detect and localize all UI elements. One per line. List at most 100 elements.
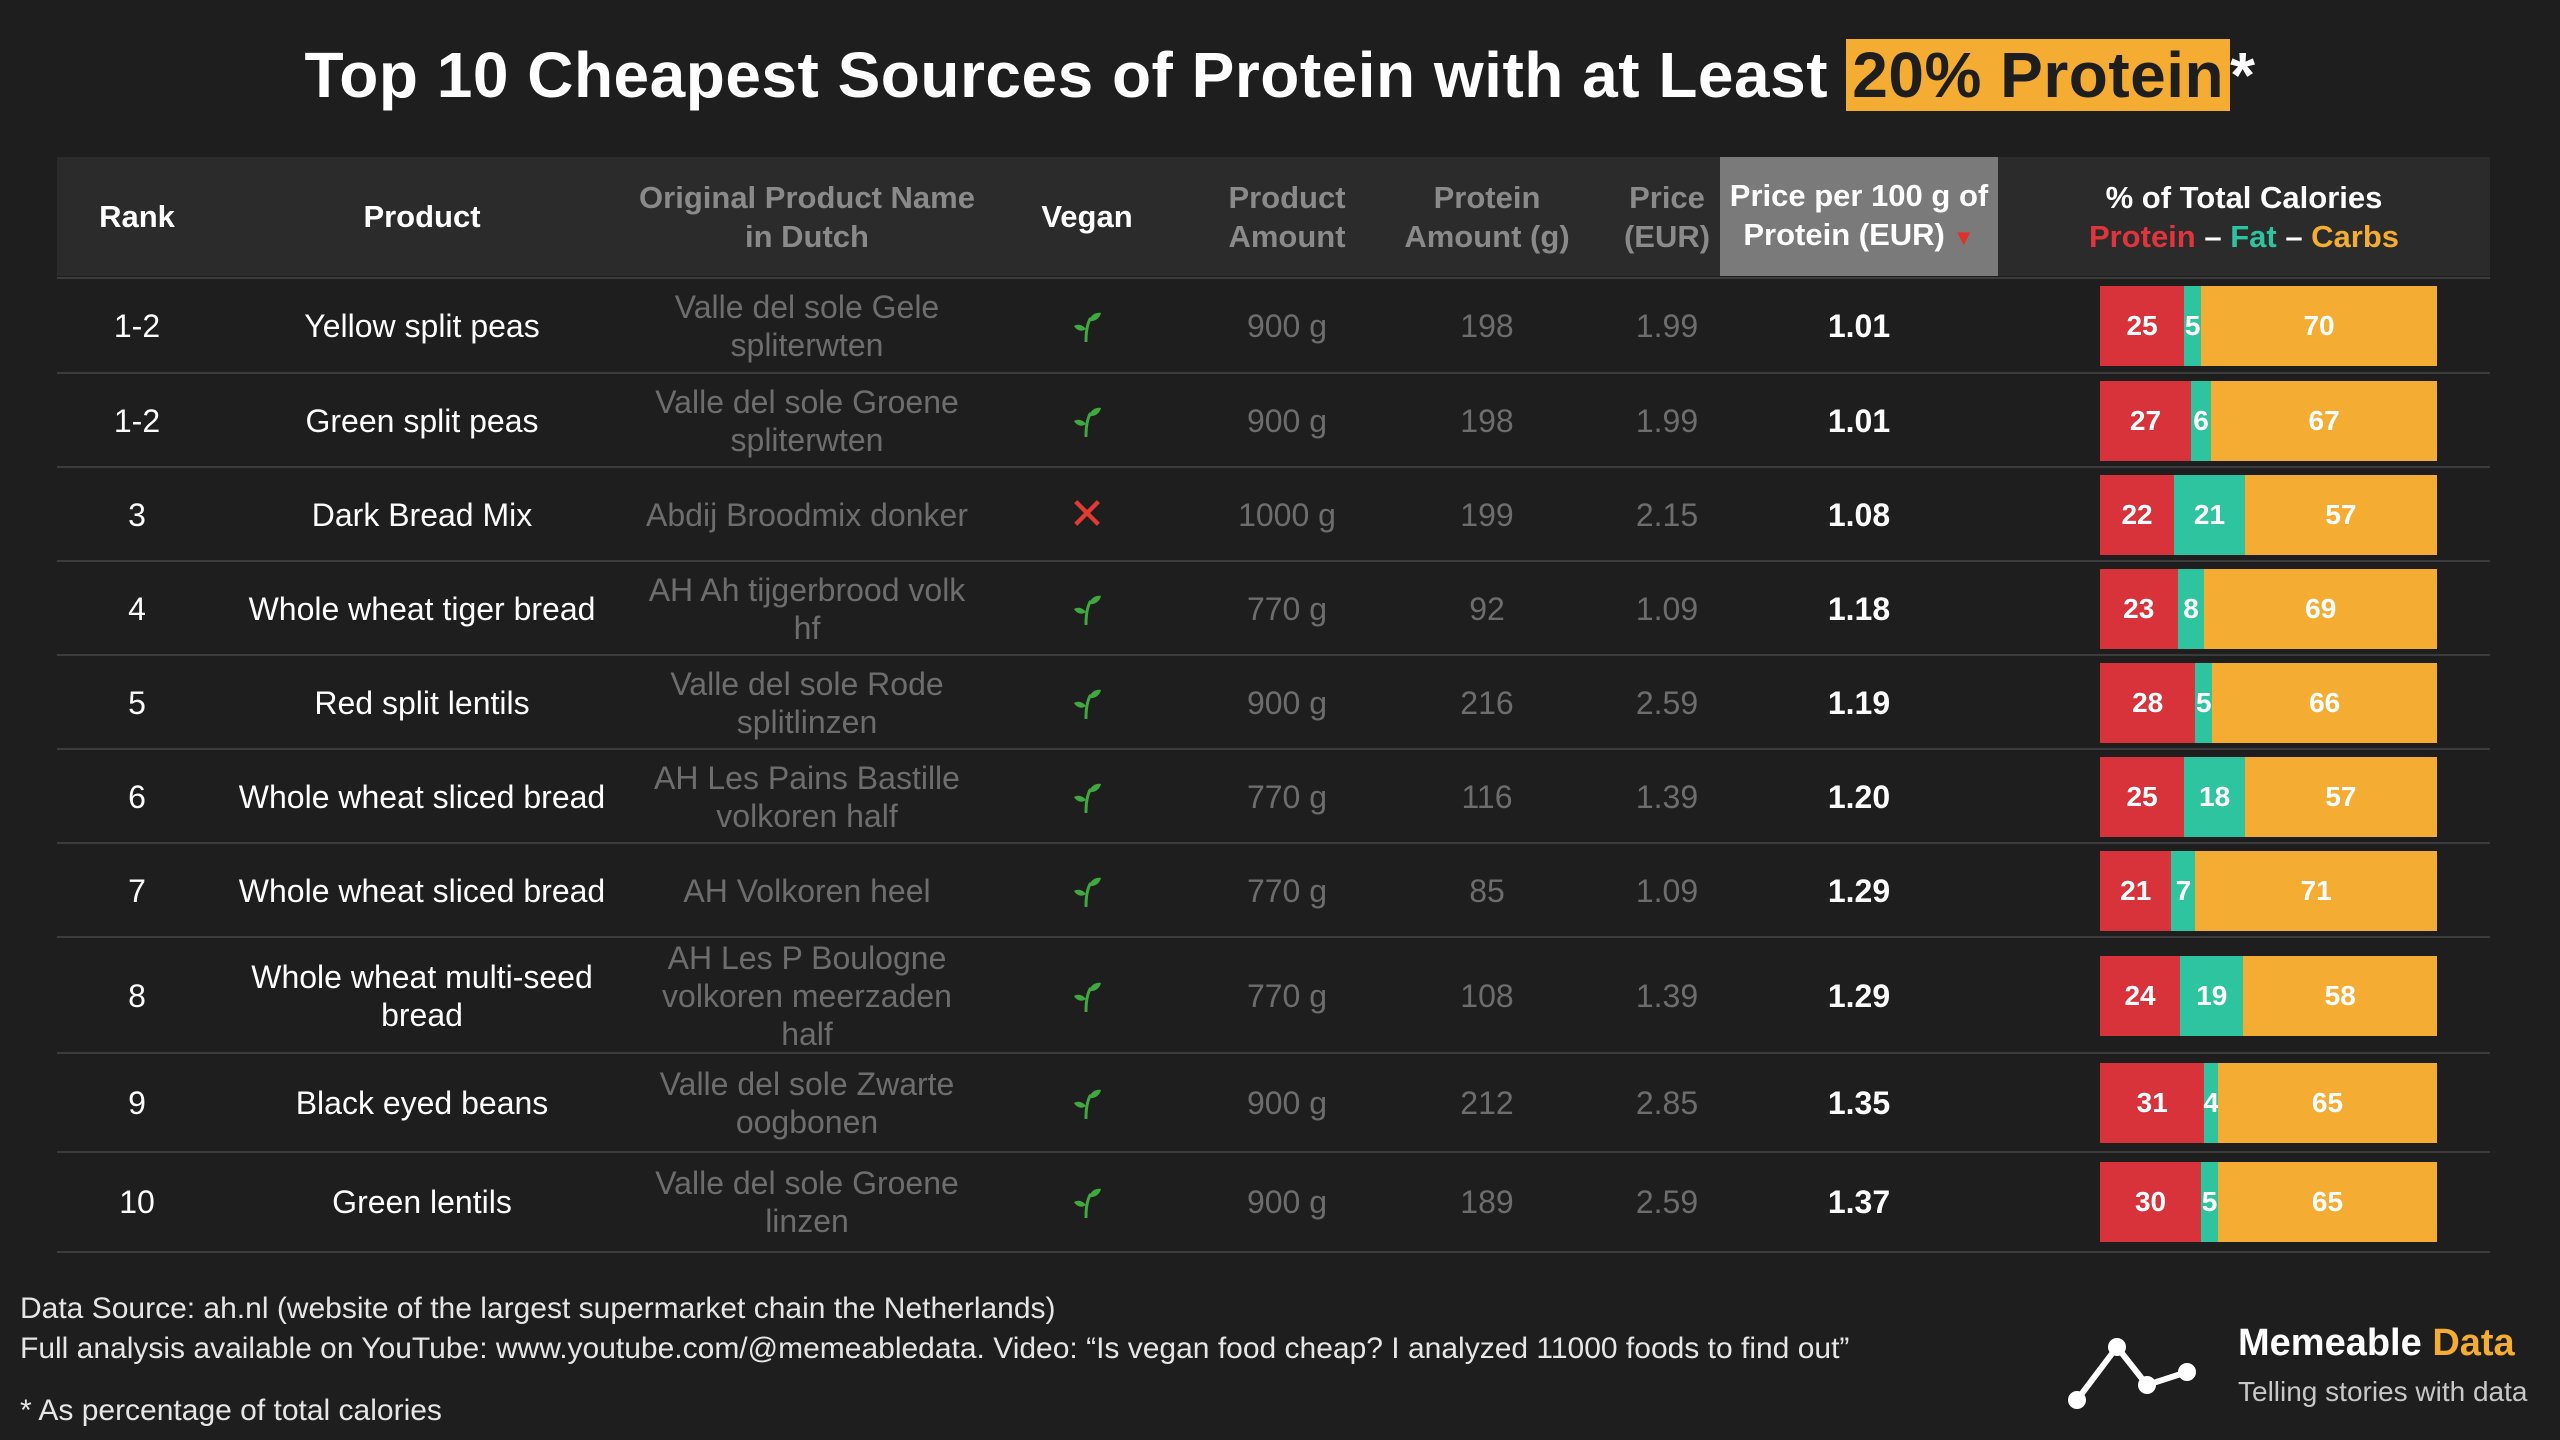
product-cell: Whole wheat multi-seed bread: [251, 958, 593, 1033]
row-divider: [57, 654, 2490, 656]
table-row: 5 Red split lentils Valle del sole Rode sp…: [57, 656, 2490, 749]
protein-segment: 23: [2100, 569, 2178, 649]
protein-segment: 28: [2100, 663, 2196, 743]
product-amount-cell: 900 g: [1246, 308, 1328, 344]
header-price: Price (EUR): [1623, 179, 1711, 254]
price-cell: 1.09: [1635, 872, 1699, 909]
header-price-per-protein[interactable]: Price per 100 g of Protein (EUR) ▼: [1720, 157, 1998, 276]
rank-cell: 1-2: [113, 308, 161, 344]
fat-segment: 6: [2190, 381, 2212, 461]
rank-cell: 8: [128, 977, 146, 1014]
protein-segment: 27: [2100, 381, 2191, 461]
dutch-name-cell: AH Les P Boulogne volkoren meerzaden hal…: [662, 939, 952, 1052]
fat-segment: 21: [2174, 475, 2245, 555]
carbs-segment: 69: [2204, 569, 2437, 649]
chart-title: Top 10 Cheapest Sources of Protein with …: [0, 38, 2560, 112]
header-product-amount: Product Amount: [1228, 179, 1346, 254]
carbs-segment: 67: [2211, 381, 2437, 461]
product-amount-cell: 900 g: [1246, 684, 1328, 721]
fat-segment: 5: [2201, 1162, 2218, 1242]
rank-cell: 6: [128, 778, 146, 815]
price-cell: 1.99: [1635, 402, 1699, 439]
protein-segment: 24: [2100, 956, 2181, 1036]
row-divider: [57, 1251, 2490, 1253]
vegan-cell: [987, 279, 1187, 373]
protein-amount-cell: 212: [1460, 1085, 1514, 1121]
price-cell: 2.85: [1635, 1085, 1699, 1121]
product-amount-cell: 770 g: [1246, 778, 1328, 815]
header-calories: % of Total Calories Protein – Fat – Carb…: [1998, 157, 2490, 276]
vegan-cell: ✕: [987, 468, 1187, 561]
dutch-name-cell: AH Volkoren heel: [683, 872, 931, 909]
vegan-cell: [987, 656, 1187, 749]
analysis-note: Full analysis available on YouTube: www.…: [20, 1332, 1850, 1365]
carbs-segment: 65: [2217, 1162, 2437, 1242]
price-per-protein-cell: 1.08: [1827, 496, 1891, 533]
title-prefix: Top 10 Cheapest Sources of Protein with …: [304, 39, 1847, 111]
table-row: 1-2 Yellow split peas Valle del sole Gele …: [57, 279, 2490, 373]
carbs-segment: 57: [2244, 475, 2437, 555]
price-cell: 2.15: [1635, 496, 1699, 533]
carbs-segment: 65: [2217, 1063, 2437, 1143]
table-row: 1-2 Green split peas Valle del sole Groene…: [57, 374, 2490, 467]
sprout-icon: [1074, 1089, 1101, 1119]
price-per-protein-cell: 1.19: [1827, 684, 1891, 721]
product-cell: Whole wheat sliced bread: [238, 778, 606, 815]
legend-carbs: Carbs: [2311, 218, 2400, 254]
memeable-data-logo-icon: [2068, 1338, 2196, 1409]
product-cell: Green split peas: [305, 402, 539, 439]
row-divider: [57, 936, 2490, 938]
product-amount-cell: 900 g: [1246, 402, 1328, 439]
calories-bar: 27 6 67: [2100, 381, 2437, 461]
price-cell: 1.39: [1635, 778, 1699, 815]
vegan-cell: [987, 562, 1187, 655]
sprout-icon: [1074, 407, 1101, 437]
dutch-name-cell: AH Ah tijgerbrood volk hf: [648, 571, 966, 646]
price-per-protein-cell: 1.37: [1827, 1184, 1891, 1220]
dutch-name-cell: Abdij Broodmix donker: [646, 496, 968, 533]
vegan-cell: [987, 844, 1187, 937]
price-per-protein-cell: 1.35: [1827, 1085, 1891, 1121]
rank-cell: 3: [128, 496, 146, 533]
product-cell: Yellow split peas: [304, 308, 540, 344]
protein-amount-cell: 85: [1469, 872, 1505, 909]
calories-bar: 22 21 57: [2100, 475, 2437, 555]
price-per-protein-cell: 1.18: [1827, 590, 1891, 627]
table-row: 4 Whole wheat tiger bread AH Ah tijgerbroo…: [57, 562, 2490, 655]
header-price-per-protein-label: Price per 100 g of Protein (EUR): [1729, 178, 1989, 252]
header-calories-title: % of Total Calories: [2105, 179, 2383, 215]
protein-amount-cell: 198: [1460, 308, 1514, 344]
data-source-note: Data Source: ah.nl (website of the large…: [20, 1292, 1056, 1325]
price-per-protein-cell: 1.01: [1827, 402, 1891, 439]
table-row: 3 Dark Bread Mix Abdij Broodmix donker ✕ 100…: [57, 468, 2490, 561]
rank-cell: 1-2: [113, 402, 161, 439]
fat-segment: 8: [2177, 569, 2205, 649]
price-per-protein-cell: 1.01: [1827, 308, 1891, 344]
row-divider: [57, 842, 2490, 844]
calories-bar: 25 5 70: [2100, 286, 2437, 366]
rank-cell: 7: [128, 872, 146, 909]
vegan-cell: [987, 1153, 1187, 1251]
carbs-segment: 58: [2243, 956, 2437, 1036]
title-highlight: 20% Protein: [1846, 39, 2231, 111]
product-amount-cell: 900 g: [1246, 1184, 1328, 1220]
vegan-cell: [987, 1054, 1187, 1152]
legend-sep-2: –: [2276, 218, 2312, 254]
row-divider: [57, 372, 2490, 374]
price-cell: 2.59: [1635, 1184, 1699, 1220]
header-protein-amount: Protein Amount (g): [1404, 179, 1570, 254]
protein-segment: 31: [2100, 1063, 2205, 1143]
brand-tagline: Telling stories with data: [2238, 1376, 2528, 1407]
sprout-icon: [1074, 877, 1101, 907]
product-amount-cell: 770 g: [1246, 977, 1328, 1014]
calories-bar: 30 5 65: [2100, 1162, 2437, 1242]
product-cell: Black eyed beans: [295, 1085, 549, 1121]
sprout-icon: [1074, 783, 1101, 813]
protein-amount-cell: 116: [1461, 778, 1513, 815]
table-row: 6 Whole wheat sliced bread AH Les Pains Ba…: [57, 750, 2490, 843]
table-row: 9 Black eyed beans Valle del sole Zwarte o…: [57, 1054, 2490, 1152]
product-cell: Whole wheat sliced bread: [238, 872, 606, 909]
calories-bar: 24 19 58: [2100, 956, 2437, 1036]
price-per-protein-cell: 1.29: [1827, 872, 1891, 909]
price-cell: 2.59: [1635, 684, 1699, 721]
